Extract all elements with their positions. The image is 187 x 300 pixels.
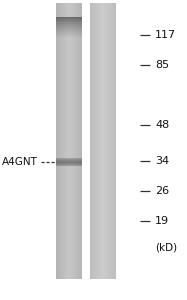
- Bar: [72, 3, 73, 279]
- Bar: [114, 3, 115, 279]
- Bar: [56, 21, 82, 22]
- Bar: [56, 33, 82, 34]
- Bar: [95, 3, 96, 279]
- Bar: [79, 3, 80, 279]
- Bar: [104, 3, 105, 279]
- Bar: [108, 3, 109, 279]
- Bar: [56, 27, 82, 28]
- Bar: [113, 3, 114, 279]
- Bar: [63, 3, 64, 279]
- Bar: [96, 3, 97, 279]
- Bar: [60, 3, 61, 279]
- Text: A4GNT: A4GNT: [2, 157, 38, 167]
- Bar: [98, 3, 99, 279]
- Bar: [56, 159, 82, 160]
- Bar: [56, 17, 82, 18]
- Bar: [111, 3, 112, 279]
- Bar: [101, 3, 102, 279]
- Bar: [56, 35, 82, 36]
- Bar: [56, 163, 82, 164]
- Bar: [56, 30, 82, 31]
- Bar: [68, 3, 69, 279]
- Bar: [106, 3, 107, 279]
- Bar: [56, 164, 82, 165]
- Bar: [56, 32, 82, 33]
- Bar: [56, 34, 82, 35]
- Text: 26: 26: [155, 185, 169, 196]
- Bar: [64, 3, 65, 279]
- Bar: [56, 3, 57, 279]
- Bar: [91, 3, 92, 279]
- Bar: [81, 3, 82, 279]
- Bar: [102, 3, 103, 279]
- Text: 19: 19: [155, 215, 169, 226]
- Bar: [56, 26, 82, 27]
- Bar: [74, 3, 75, 279]
- Bar: [92, 3, 93, 279]
- Bar: [75, 3, 76, 279]
- Text: 117: 117: [155, 29, 176, 40]
- Bar: [56, 22, 82, 23]
- Bar: [70, 3, 71, 279]
- Bar: [90, 3, 91, 279]
- Bar: [65, 3, 66, 279]
- Bar: [73, 3, 74, 279]
- Bar: [78, 3, 79, 279]
- Bar: [56, 160, 82, 161]
- Bar: [62, 3, 63, 279]
- Bar: [56, 24, 82, 25]
- Bar: [69, 3, 70, 279]
- Bar: [77, 3, 78, 279]
- Bar: [109, 3, 110, 279]
- Bar: [56, 158, 82, 159]
- Bar: [76, 3, 77, 279]
- Bar: [56, 31, 82, 32]
- Bar: [61, 3, 62, 279]
- Bar: [56, 29, 82, 30]
- Bar: [100, 3, 101, 279]
- Text: 48: 48: [155, 119, 169, 130]
- Bar: [105, 3, 106, 279]
- Bar: [93, 3, 94, 279]
- Bar: [56, 36, 82, 37]
- Bar: [56, 162, 82, 163]
- Text: 85: 85: [155, 59, 169, 70]
- Bar: [56, 37, 82, 38]
- Text: (kD): (kD): [155, 242, 177, 253]
- Bar: [112, 3, 113, 279]
- Bar: [56, 18, 82, 19]
- Bar: [97, 3, 98, 279]
- Bar: [71, 3, 72, 279]
- Bar: [56, 20, 82, 21]
- Bar: [107, 3, 108, 279]
- Text: 34: 34: [155, 155, 169, 166]
- Bar: [56, 19, 82, 20]
- Bar: [56, 161, 82, 162]
- Bar: [56, 28, 82, 29]
- Bar: [56, 23, 82, 24]
- Bar: [80, 3, 81, 279]
- Bar: [66, 3, 67, 279]
- Bar: [59, 3, 60, 279]
- Bar: [57, 3, 58, 279]
- Bar: [56, 165, 82, 166]
- Bar: [67, 3, 68, 279]
- Bar: [56, 25, 82, 26]
- Bar: [56, 16, 82, 17]
- Bar: [94, 3, 95, 279]
- Bar: [115, 3, 116, 279]
- Bar: [110, 3, 111, 279]
- Bar: [58, 3, 59, 279]
